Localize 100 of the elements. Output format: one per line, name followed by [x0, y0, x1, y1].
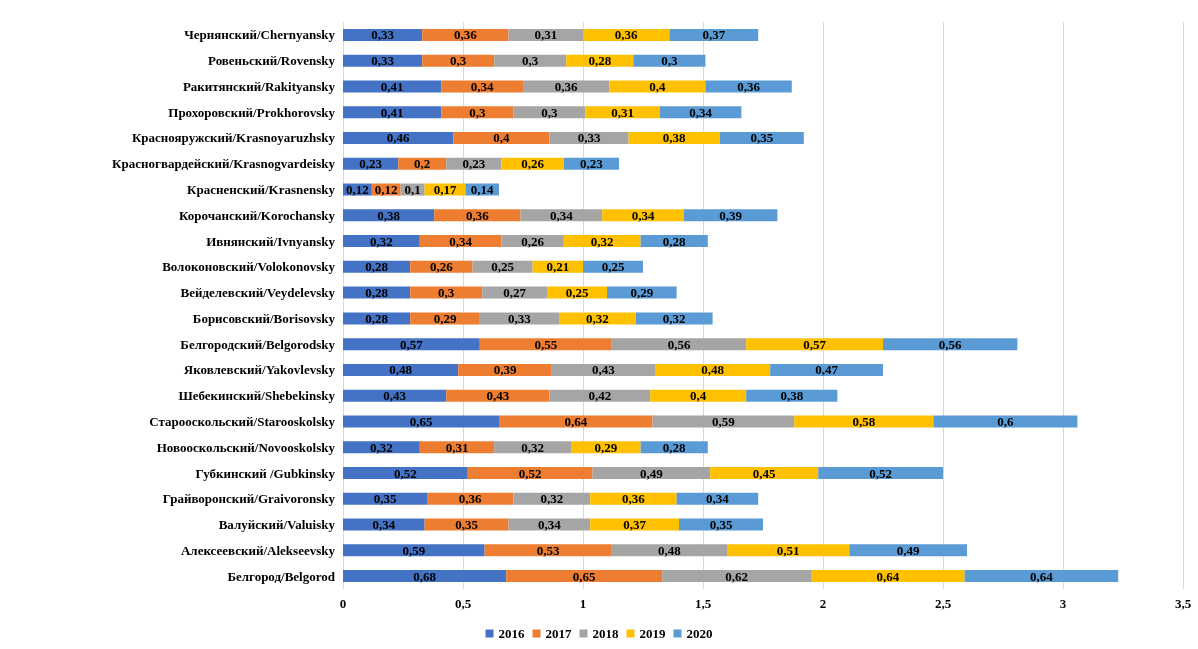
bar — [655, 363, 771, 376]
y-tick-label: Волоконовский/Volokonovsky — [162, 259, 336, 275]
bar — [343, 106, 442, 119]
data-label: 0,57 — [803, 336, 827, 352]
bar — [849, 544, 967, 557]
data-label: 0,32 — [370, 233, 393, 249]
bar — [343, 570, 507, 583]
data-label: 0,34 — [470, 78, 495, 94]
data-label: 0,28 — [662, 233, 687, 249]
data-label: 0,48 — [389, 362, 413, 378]
y-tick-label: Губкинский /Gubkinsky — [195, 465, 336, 481]
y-tick-label: Шебекинский/Shebekinsky — [178, 388, 336, 404]
data-label: 0,33 — [577, 130, 601, 146]
data-label: 0,3 — [438, 285, 455, 301]
data-label: 0,34 — [631, 207, 655, 223]
data-label: 0,3 — [469, 104, 487, 120]
data-label: 0,2 — [414, 156, 431, 172]
y-tick-label: Ровеньский/Rovensky — [208, 53, 336, 69]
data-label: 0,32 — [521, 439, 544, 455]
data-label: 0,48 — [658, 542, 682, 558]
data-label: 0,36 — [737, 78, 761, 94]
bar — [611, 338, 747, 351]
data-label: 0,32 — [662, 310, 686, 326]
data-label: 0,56 — [938, 336, 963, 352]
y-tick-label: Грайворонский/Graivoronsky — [162, 491, 336, 507]
data-label: 0,29 — [630, 285, 654, 301]
data-label: 0,34 — [538, 517, 562, 533]
data-label: 0,38 — [377, 207, 401, 223]
data-label: 0,59 — [402, 542, 426, 558]
data-label: 0,37 — [623, 517, 647, 533]
data-label: 0,23 — [462, 156, 486, 172]
data-label: 0,51 — [776, 542, 800, 558]
data-label: 0,59 — [712, 413, 736, 429]
data-label: 0,12 — [374, 182, 398, 198]
data-label: 0,31 — [534, 27, 558, 43]
data-label: 0,26 — [521, 233, 545, 249]
data-label: 0,28 — [662, 439, 687, 455]
data-label: 0,33 — [371, 53, 395, 69]
data-label: 0,35 — [750, 130, 774, 146]
data-label: 0,53 — [536, 542, 561, 558]
data-label: 0,3 — [522, 53, 539, 69]
bar — [652, 415, 795, 428]
data-label: 0,43 — [592, 362, 616, 378]
y-tick-label: Вейделевский/Veydelevsky — [180, 285, 336, 301]
data-label: 0,49 — [896, 542, 921, 558]
data-label: 0,35 — [455, 517, 479, 533]
x-tick-label: 1,5 — [694, 596, 712, 611]
bar — [933, 415, 1078, 428]
data-label: 0,48 — [701, 362, 725, 378]
y-tick-label: Яковлевский/Yakovlevsky — [183, 362, 336, 378]
bar — [592, 467, 711, 480]
data-label: 0,47 — [815, 362, 839, 378]
bar — [549, 389, 651, 402]
data-label: 0,43 — [383, 388, 407, 404]
y-tick-label: Борисовский/Borisovsky — [192, 310, 336, 326]
data-label: 0,32 — [586, 310, 609, 326]
data-label: 0,45 — [752, 465, 777, 481]
data-label: 0,32 — [540, 491, 564, 507]
data-label: 0,39 — [493, 362, 517, 378]
y-tick-label: Красненский/Krasnensky — [187, 182, 336, 198]
data-label: 0,36 — [466, 207, 490, 223]
data-label: 0,52 — [869, 465, 892, 481]
data-label: 0,55 — [534, 336, 558, 352]
data-label: 0,38 — [662, 130, 687, 146]
data-label: 0,34 — [372, 517, 396, 533]
x-tick-label: 0,5 — [454, 596, 472, 611]
data-label: 0,64 — [564, 413, 588, 429]
data-label: 0,21 — [546, 259, 570, 275]
data-label: 0,34 — [550, 207, 574, 223]
data-label: 0,38 — [780, 388, 804, 404]
y-tick-label: Валуйский/Valuisky — [218, 517, 336, 533]
bar — [811, 570, 965, 583]
data-label: 0,41 — [380, 78, 404, 94]
y-tick-label: Красногвардейский/Krasnogvardeisky — [112, 156, 336, 172]
y-tick-label: Корочанский/Korochansky — [178, 207, 336, 223]
data-label: 0,39 — [719, 207, 743, 223]
data-label: 0,35 — [709, 517, 733, 533]
bar — [467, 467, 593, 480]
data-label: 0,36 — [454, 27, 478, 43]
data-label: 0,12 — [346, 182, 369, 198]
data-label: 0,28 — [588, 53, 612, 69]
bar — [343, 338, 480, 351]
data-label: 0,29 — [594, 439, 618, 455]
data-label: 0,52 — [394, 465, 417, 481]
data-label: 0,64 — [1030, 568, 1054, 584]
x-tick-label: 3 — [1059, 596, 1067, 611]
bar — [343, 131, 454, 144]
legend-label: 2017 — [545, 626, 572, 641]
x-tick-label: 0 — [339, 596, 347, 611]
bar — [794, 415, 934, 428]
data-label: 0,17 — [433, 182, 457, 198]
data-label: 0,65 — [409, 413, 433, 429]
data-label: 0,26 — [521, 156, 545, 172]
data-label: 0,3 — [541, 104, 559, 120]
data-label: 0,31 — [445, 439, 469, 455]
data-label: 0,56 — [667, 336, 691, 352]
bar — [662, 570, 811, 583]
bar — [746, 338, 883, 351]
data-label: 0,57 — [400, 336, 424, 352]
data-label: 0,14 — [470, 182, 495, 198]
